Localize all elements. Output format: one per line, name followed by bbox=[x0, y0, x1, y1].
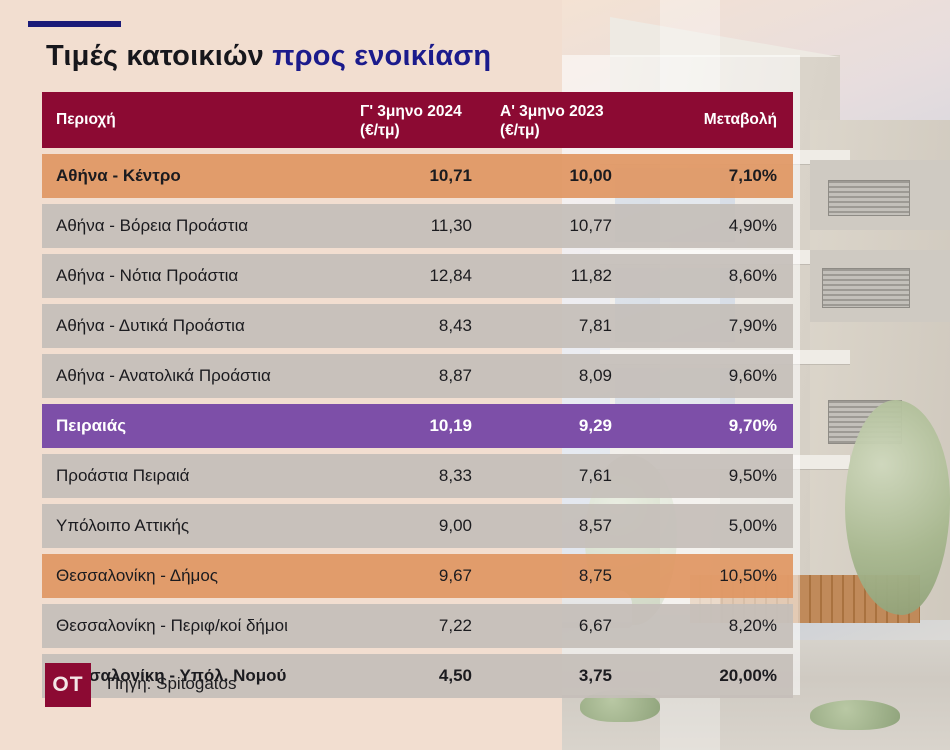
row-cell-area: Πειραιάς bbox=[56, 416, 127, 435]
row-cell-change: 9,50% bbox=[728, 466, 777, 485]
column-header-q3-2024-unit: (€/τμ) bbox=[360, 122, 400, 139]
table-row: Αθήνα - Νότια Προάστια 12,84 11,82 8,60% bbox=[42, 254, 793, 298]
balcony-railing bbox=[822, 268, 910, 308]
row-cell-change: 8,20% bbox=[728, 616, 777, 635]
table-row: Αθήνα - Βόρεια Προάστια 11,30 10,77 4,90% bbox=[42, 204, 793, 248]
column-header-q1-2023-label: Α' 3μηνο 2023 bbox=[500, 103, 604, 120]
row-cell-change: 7,90% bbox=[728, 316, 777, 335]
page-title-plain: Τιμές κατοικιών bbox=[46, 40, 273, 72]
row-cell-change: 10,50% bbox=[719, 566, 777, 585]
column-header-q1-2023: Α' 3μηνο 2023 (€/τμ) bbox=[500, 102, 604, 140]
row-cell-q3-2024: 4,50 bbox=[438, 666, 472, 685]
row-cell-q3-2024: 12,84 bbox=[429, 266, 472, 285]
source-note: Πηγή: Spitogatos bbox=[107, 674, 237, 693]
row-cell-q1-2023: 9,29 bbox=[578, 416, 612, 435]
row-cell-area: Αθήνα - Νότια Προάστια bbox=[56, 266, 239, 285]
table-row: Αθήνα - Κέντρο 10,71 10,00 7,10% bbox=[42, 154, 793, 198]
row-cell-area: Υπόλοιπο Αττικής bbox=[56, 516, 190, 535]
tree bbox=[845, 400, 950, 615]
row-cell-q1-2023: 10,77 bbox=[569, 216, 612, 235]
prices-table: Περιοχή Γ' 3μηνο 2024 (€/τμ) Α' 3μηνο 20… bbox=[42, 92, 793, 698]
row-cell-q3-2024: 11,30 bbox=[430, 216, 472, 235]
table-row: Θεσσαλονίκη - Δήμος 9,67 8,75 10,50% bbox=[42, 554, 793, 598]
row-cell-area: Αθήνα - Βόρεια Προάστια bbox=[56, 216, 249, 235]
row-cell-q1-2023: 8,57 bbox=[578, 516, 612, 535]
row-cell-q1-2023: 7,81 bbox=[578, 316, 612, 335]
row-cell-change: 7,10% bbox=[728, 166, 777, 185]
table-row: Θεσσαλονίκη - Υπόλ. Νομού 4,50 3,75 20,00% bbox=[42, 654, 793, 698]
column-header-change: Μεταβολή bbox=[703, 111, 777, 128]
row-cell-change: 9,60% bbox=[728, 366, 777, 385]
table-row: Αθήνα - Ανατολικά Προάστια 8,87 8,09 9,60% bbox=[42, 354, 793, 398]
row-cell-area: Αθήνα - Ανατολικά Προάστια bbox=[56, 366, 271, 385]
row-cell-q1-2023: 7,61 bbox=[578, 466, 612, 485]
row-cell-area: Αθήνα - Δυτικά Προάστια bbox=[56, 316, 245, 335]
ot-logo: ΟΤ bbox=[45, 663, 91, 707]
page-title: Τιμές κατοικιών προς ενοικίαση bbox=[46, 40, 491, 73]
row-cell-change: 20,00% bbox=[719, 666, 777, 685]
row-cell-q3-2024: 8,33 bbox=[438, 466, 472, 485]
column-header-q3-2024-label: Γ' 3μηνο 2024 bbox=[360, 103, 462, 120]
row-cell-q1-2023: 8,09 bbox=[578, 366, 612, 385]
row-cell-q1-2023: 11,82 bbox=[570, 266, 612, 285]
ot-logo-text: ΟΤ bbox=[52, 673, 84, 696]
table-row: Θεσσαλονίκη - Περιφ/κοί δήμοι 7,22 6,67 8,2… bbox=[42, 604, 793, 648]
balcony-railing bbox=[828, 180, 910, 216]
row-cell-change: 9,70% bbox=[728, 416, 777, 435]
row-cell-change: 8,60% bbox=[728, 266, 777, 285]
page-title-highlight: προς ενοικίαση bbox=[272, 40, 492, 72]
row-cell-q3-2024: 7,22 bbox=[438, 616, 472, 635]
table-header-row: Περιοχή Γ' 3μηνο 2024 (€/τμ) Α' 3μηνο 20… bbox=[42, 92, 793, 148]
row-cell-area: Θεσσαλονίκη - Υπόλ. Νομού bbox=[56, 666, 287, 685]
row-cell-area: Θεσσαλονίκη - Δήμος bbox=[56, 566, 218, 585]
row-cell-area: Αθήνα - Κέντρο bbox=[56, 166, 181, 185]
row-cell-q1-2023: 6,67 bbox=[578, 616, 612, 635]
row-cell-q1-2023: 8,75 bbox=[578, 566, 612, 585]
row-cell-q3-2024: 9,67 bbox=[438, 566, 472, 585]
accent-bar bbox=[28, 21, 121, 27]
row-cell-q1-2023: 3,75 bbox=[578, 666, 612, 685]
row-cell-q1-2023: 10,00 bbox=[569, 166, 612, 185]
column-header-area: Περιοχή bbox=[56, 111, 116, 128]
row-cell-change: 4,90% bbox=[728, 216, 777, 235]
table-row: Πειραιάς 10,19 9,29 9,70% bbox=[42, 404, 793, 448]
table-row: Προάστια Πειραιά 8,33 7,61 9,50% bbox=[42, 454, 793, 498]
row-cell-q3-2024: 9,00 bbox=[438, 516, 472, 535]
row-cell-q3-2024: 8,87 bbox=[438, 366, 472, 385]
row-cell-q3-2024: 8,43 bbox=[438, 316, 472, 335]
row-cell-q3-2024: 10,71 bbox=[429, 166, 472, 185]
row-cell-q3-2024: 10,19 bbox=[429, 416, 472, 435]
table-row: Υπόλοιπο Αττικής 9,00 8,57 5,00% bbox=[42, 504, 793, 548]
row-cell-change: 5,00% bbox=[728, 516, 777, 535]
row-cell-area: Προάστια Πειραιά bbox=[56, 466, 190, 485]
row-cell-area: Θεσσαλονίκη - Περιφ/κοί δήμοι bbox=[56, 616, 288, 635]
column-header-q3-2024: Γ' 3μηνο 2024 (€/τμ) bbox=[360, 102, 462, 140]
table-row: Αθήνα - Δυτικά Προάστια 8,43 7,81 7,90% bbox=[42, 304, 793, 348]
bush bbox=[810, 700, 900, 730]
table-body: Αθήνα - Κέντρο 10,71 10,00 7,10% Αθήνα - Βόρ… bbox=[42, 154, 793, 698]
column-header-q1-2023-unit: (€/τμ) bbox=[500, 122, 540, 139]
